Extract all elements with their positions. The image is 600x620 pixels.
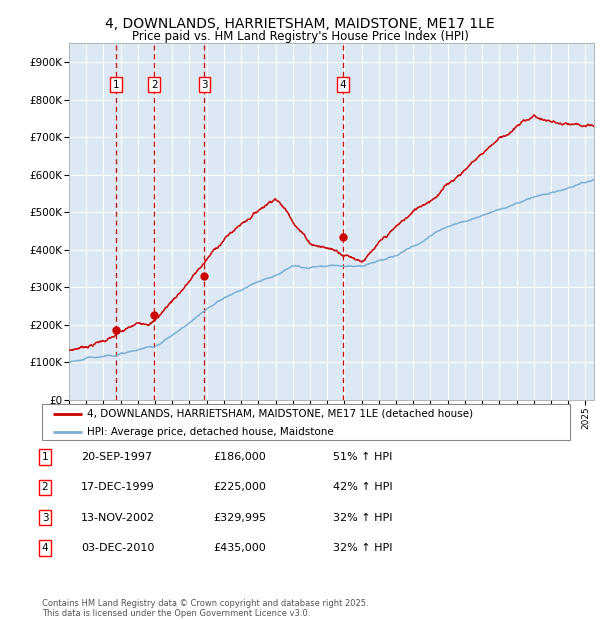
Text: £225,000: £225,000 [213,482,266,492]
Text: 1: 1 [113,80,119,90]
Text: 20-SEP-1997: 20-SEP-1997 [81,452,152,462]
Text: 3: 3 [201,80,208,90]
Text: £329,995: £329,995 [213,513,266,523]
Text: 51% ↑ HPI: 51% ↑ HPI [333,452,392,462]
Text: Contains HM Land Registry data © Crown copyright and database right 2025.
This d: Contains HM Land Registry data © Crown c… [42,599,368,618]
Text: 32% ↑ HPI: 32% ↑ HPI [333,543,392,553]
Text: Price paid vs. HM Land Registry's House Price Index (HPI): Price paid vs. HM Land Registry's House … [131,30,469,43]
Text: 2: 2 [41,482,49,492]
Text: 4: 4 [340,80,346,90]
Text: 2: 2 [151,80,158,90]
Text: 4, DOWNLANDS, HARRIETSHAM, MAIDSTONE, ME17 1LE (detached house): 4, DOWNLANDS, HARRIETSHAM, MAIDSTONE, ME… [87,409,473,419]
Text: 4, DOWNLANDS, HARRIETSHAM, MAIDSTONE, ME17 1LE: 4, DOWNLANDS, HARRIETSHAM, MAIDSTONE, ME… [105,17,495,32]
Text: 1: 1 [41,452,49,462]
Text: 17-DEC-1999: 17-DEC-1999 [81,482,155,492]
Text: 4: 4 [41,543,49,553]
Text: HPI: Average price, detached house, Maidstone: HPI: Average price, detached house, Maid… [87,427,334,437]
Text: 03-DEC-2010: 03-DEC-2010 [81,543,154,553]
Text: 32% ↑ HPI: 32% ↑ HPI [333,513,392,523]
Text: £186,000: £186,000 [213,452,266,462]
Text: 13-NOV-2002: 13-NOV-2002 [81,513,155,523]
Text: 3: 3 [41,513,49,523]
Text: 42% ↑ HPI: 42% ↑ HPI [333,482,392,492]
Text: £435,000: £435,000 [213,543,266,553]
